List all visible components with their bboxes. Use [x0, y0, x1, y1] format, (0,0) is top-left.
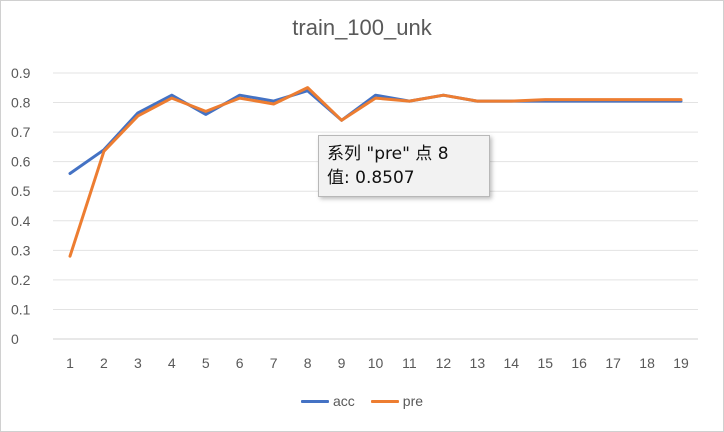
x-tick-label: 14: [504, 355, 520, 371]
y-tick-label: 0.5: [11, 183, 31, 199]
x-tick-label: 11: [402, 355, 417, 371]
x-tick-label: 12: [436, 355, 452, 371]
tooltip-series-point: 系列 "pre" 点 8: [327, 144, 449, 164]
x-tick-label: 15: [537, 355, 553, 371]
data-point-tooltip: 系列 "pre" 点 8 值: 0.8507: [318, 135, 490, 197]
tooltip-value: 值: 0.8507: [327, 168, 415, 188]
chart-title: train_100_unk: [292, 15, 432, 40]
legend-item-pre[interactable]: pre: [370, 393, 424, 409]
x-tick-label: 4: [168, 355, 176, 371]
x-tick-label: 10: [368, 355, 384, 371]
y-tick-label: 0.6: [11, 154, 31, 170]
x-tick-label: 7: [270, 355, 278, 371]
y-tick-label: 0.8: [11, 95, 31, 111]
legend: acc pre: [1, 393, 723, 409]
y-tick-label: 0.3: [11, 242, 31, 258]
y-tick-label: 0.7: [11, 124, 31, 140]
x-tick-label: 5: [202, 355, 210, 371]
x-tick-label: 1: [66, 355, 74, 371]
x-tick-label: 3: [134, 355, 142, 371]
x-tick-label: 2: [100, 355, 108, 371]
x-tick-label: 16: [571, 355, 587, 371]
y-tick-label: 0: [11, 331, 19, 347]
legend-label-pre: pre: [402, 393, 424, 409]
y-tick-label: 0.1: [11, 301, 31, 317]
x-tick-label: 6: [236, 355, 244, 371]
legend-swatch-pre: [370, 399, 399, 403]
legend-item-acc[interactable]: acc: [300, 393, 355, 409]
series-line-pre: [68, 86, 683, 258]
x-tick-label: 18: [639, 355, 655, 371]
x-tick-label: 13: [470, 355, 486, 371]
x-tick-label: 8: [304, 355, 312, 371]
y-tick-label: 0.2: [11, 272, 31, 288]
legend-label-acc: acc: [332, 393, 355, 409]
legend-swatch-acc: [300, 399, 329, 403]
y-tick-label: 0.4: [11, 213, 31, 229]
x-tick-label: 19: [673, 355, 689, 371]
y-tick-label: 0.9: [11, 65, 31, 81]
x-tick-label: 9: [338, 355, 346, 371]
x-tick-label: 17: [605, 355, 621, 371]
